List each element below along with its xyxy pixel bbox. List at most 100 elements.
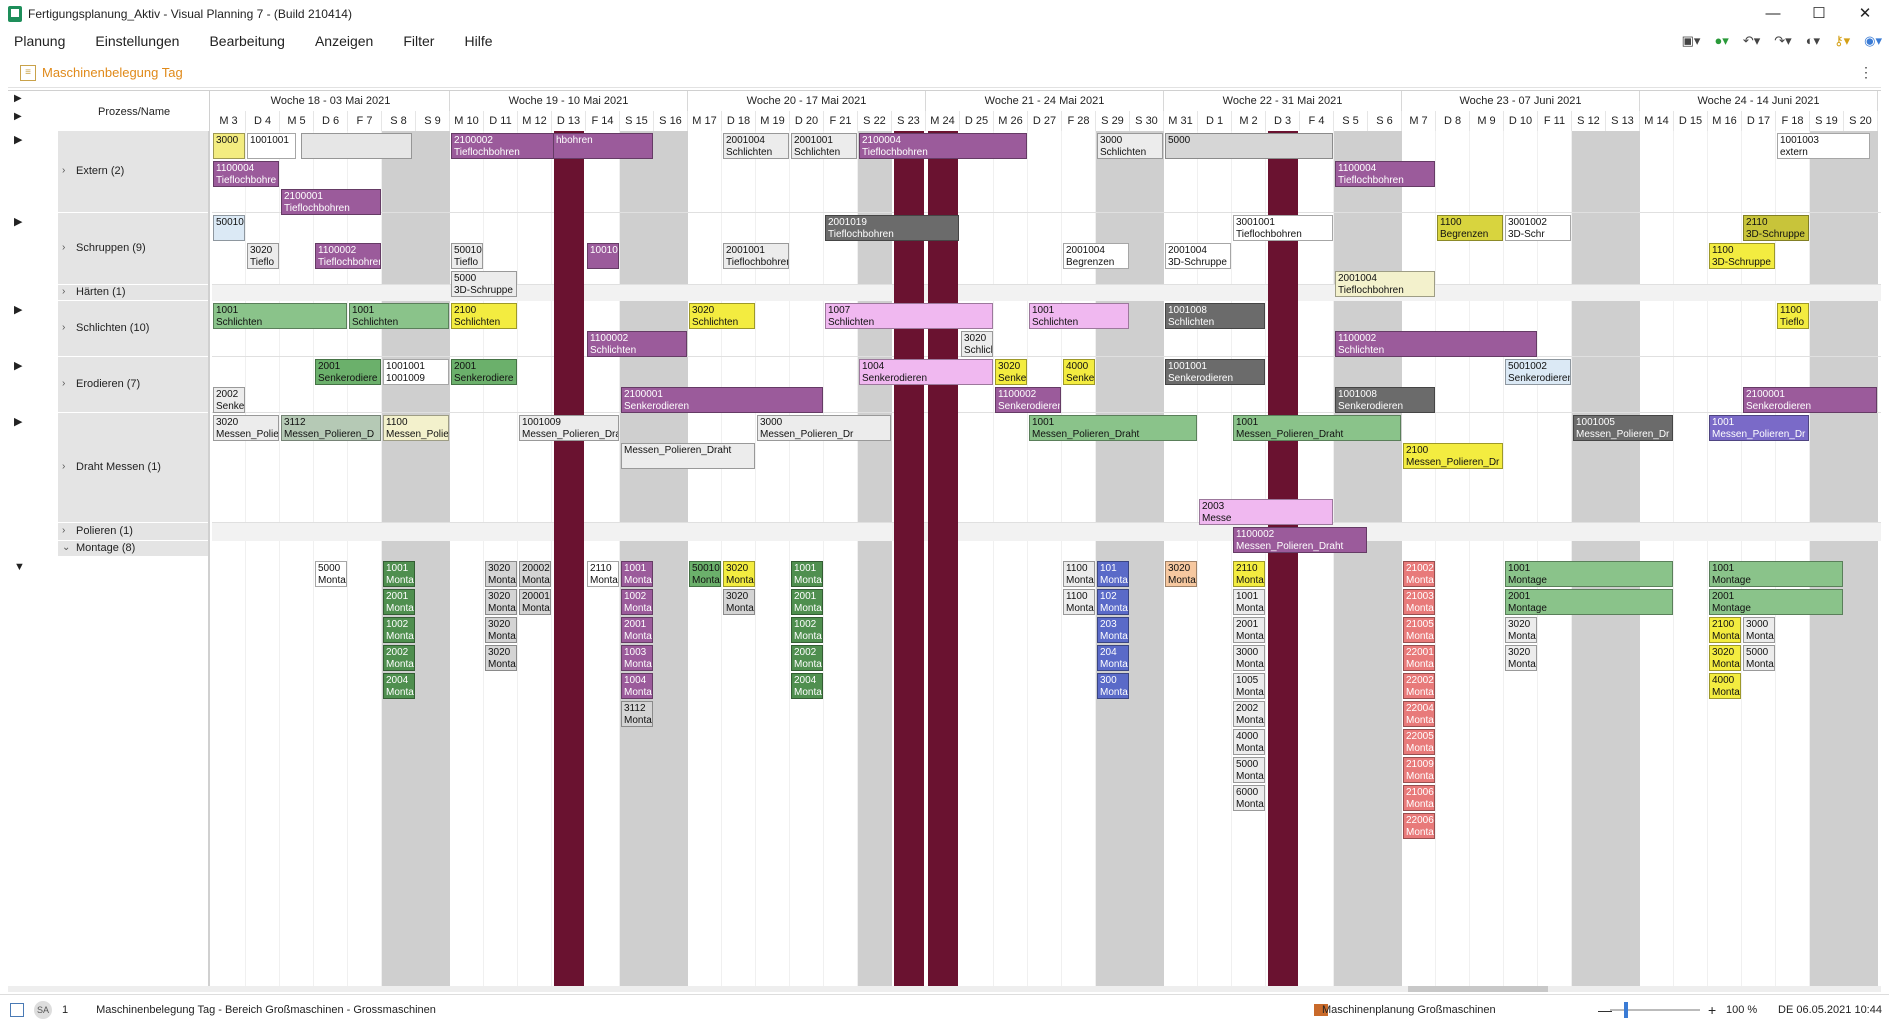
more-options-icon[interactable]: ⋮ bbox=[1859, 64, 1873, 80]
menu-hilfe[interactable]: Hilfe bbox=[464, 33, 493, 49]
order-block[interactable]: 22001 Monta bbox=[1403, 645, 1435, 671]
order-block[interactable]: 1100 Messen_Polier bbox=[383, 415, 449, 441]
order-block[interactable]: 2001004 Tieflochbohren bbox=[1335, 271, 1435, 297]
order-block[interactable]: 3020 Monta bbox=[1505, 617, 1537, 643]
order-block[interactable]: 2002Senkerodieren bbox=[213, 387, 245, 413]
order-block[interactable]: 1001 Montage bbox=[1709, 561, 1843, 587]
order-block[interactable]: 22002 Monta bbox=[1403, 673, 1435, 699]
key-icon[interactable]: ⚷▾ bbox=[1834, 33, 1851, 48]
order-block[interactable]: 50010 Tieflo bbox=[451, 243, 483, 269]
order-block[interactable]: 4000 Monta bbox=[1233, 729, 1265, 755]
order-block[interactable]: 2004 Monta bbox=[383, 673, 415, 699]
order-block[interactable]: 2110 3D-Schruppe bbox=[1743, 215, 1809, 241]
order-block[interactable]: 1001001 bbox=[247, 133, 296, 159]
order-block[interactable]: hbohren bbox=[553, 133, 653, 159]
expand-all-2-icon[interactable]: ▶ bbox=[14, 111, 22, 122]
undo-icon[interactable]: ↶▾ bbox=[1742, 33, 1761, 48]
chevron-right-icon[interactable]: › bbox=[62, 165, 66, 176]
order-block[interactable]: 1003 Monta bbox=[621, 645, 653, 671]
order-block[interactable]: 1001 Monta bbox=[791, 561, 823, 587]
order-block[interactable]: 1001001 1001009 bbox=[383, 359, 449, 385]
order-block[interactable]: 1002 Monta bbox=[621, 589, 653, 615]
row-header[interactable]: ⌄ Montage (8) bbox=[58, 541, 208, 557]
order-block[interactable]: 21006 Monta bbox=[1403, 785, 1435, 811]
order-block[interactable]: 3020 Monta bbox=[485, 617, 517, 643]
order-block[interactable]: 1001 Messen_Polieren_Dr bbox=[1709, 415, 1809, 441]
order-block[interactable]: 3020 Monta bbox=[485, 645, 517, 671]
layout-icon[interactable] bbox=[10, 1003, 24, 1017]
order-block[interactable]: 2100 Monta bbox=[1709, 617, 1741, 643]
order-block[interactable]: 3020 Monta bbox=[723, 561, 755, 587]
order-block[interactable]: 22006 Monta bbox=[1403, 813, 1435, 839]
order-block[interactable]: 1001 Schlichten bbox=[1029, 303, 1129, 329]
order-block[interactable]: 1001 Schlichten bbox=[349, 303, 449, 329]
zoom-slider[interactable] bbox=[1610, 1002, 1700, 1018]
order-block[interactable]: 1100 3D-Schruppe bbox=[1709, 243, 1775, 269]
order-block[interactable]: 50010 Monta bbox=[689, 561, 721, 587]
menu-filter[interactable]: Filter bbox=[403, 33, 435, 49]
menu-anzeigen[interactable]: Anzeigen bbox=[314, 33, 374, 49]
menu-einstellungen[interactable]: Einstellungen bbox=[95, 33, 180, 49]
order-block[interactable]: 1001008 Schlichten bbox=[1165, 303, 1265, 329]
chevron-right-icon[interactable]: › bbox=[62, 525, 66, 536]
order-block[interactable]: 20002 Monta bbox=[519, 561, 551, 587]
order-block[interactable]: 3020 Monta bbox=[485, 561, 517, 587]
order-block[interactable]: 1001005 Messen_Polieren_Dr bbox=[1573, 415, 1673, 441]
order-block[interactable]: 300 Monta bbox=[1097, 673, 1129, 699]
order-block[interactable]: 1001 Monta bbox=[1233, 589, 1265, 615]
order-block[interactable]: 2004 Monta bbox=[791, 673, 823, 699]
order-block[interactable]: 1001 Monta bbox=[383, 561, 415, 587]
row-header[interactable]: › Draht Messen (1) bbox=[58, 413, 208, 523]
order-block[interactable]: 2100 Schlichten bbox=[451, 303, 517, 329]
order-block[interactable]: 1007 Schlichten bbox=[825, 303, 993, 329]
order-block[interactable]: 6000 Monta bbox=[1233, 785, 1265, 811]
order-block[interactable]: 3020 Messen_Polie bbox=[213, 415, 279, 441]
order-block[interactable]: 2100004 Tieflochbohren bbox=[859, 133, 1027, 159]
row-header[interactable]: › Extern (2) bbox=[58, 131, 208, 213]
expand-row-icon[interactable]: ▶ bbox=[14, 304, 23, 316]
order-block[interactable]: 1004 Monta bbox=[621, 673, 653, 699]
order-block[interactable]: 1002 Monta bbox=[791, 617, 823, 643]
order-block[interactable]: 5000 Monta bbox=[315, 561, 347, 587]
chevron-right-icon[interactable]: › bbox=[62, 286, 66, 297]
order-block[interactable]: 1001 Schlichten bbox=[213, 303, 347, 329]
row-header[interactable]: › Schlichten (10) bbox=[58, 301, 208, 357]
order-block[interactable]: 3000 Schlichten bbox=[1097, 133, 1163, 159]
expand-row-icon[interactable]: ▶ bbox=[14, 416, 23, 428]
order-block[interactable]: 5000 bbox=[1165, 133, 1333, 159]
order-block[interactable]: 1100004 Tieflochbohre bbox=[213, 161, 279, 187]
expand-row-icon[interactable]: ▶ bbox=[14, 360, 23, 372]
order-block[interactable]: 2001 Monta bbox=[383, 589, 415, 615]
order-block[interactable]: 3020 Monta bbox=[1505, 645, 1537, 671]
order-block[interactable]: 2001004 Begrenzen bbox=[1063, 243, 1129, 269]
zoom-out-button[interactable]: — bbox=[1598, 1002, 1612, 1018]
order-block[interactable]: 2002 Monta bbox=[383, 645, 415, 671]
order-block[interactable]: 3020 Senke bbox=[995, 359, 1027, 385]
order-block[interactable]: 1001008 Senkerodieren bbox=[1335, 387, 1435, 413]
menu-bearbeitung[interactable]: Bearbeitung bbox=[209, 33, 285, 49]
order-block[interactable]: 22005 Monta bbox=[1403, 729, 1435, 755]
order-block[interactable]: 2001004 3D-Schruppe bbox=[1165, 243, 1231, 269]
order-block[interactable]: 2001 Montage bbox=[1709, 589, 1843, 615]
horizontal-scrollbar[interactable] bbox=[8, 986, 1881, 992]
language-flag-icon[interactable]: ◐▾ bbox=[1805, 33, 1821, 48]
order-block[interactable]: 1001003 extern bbox=[1777, 133, 1871, 159]
order-block[interactable]: 4000 Senke bbox=[1063, 359, 1095, 385]
order-block[interactable]: 4000 Monta bbox=[1709, 673, 1741, 699]
order-block[interactable]: 2003 Messe bbox=[1199, 499, 1333, 525]
order-block[interactable]: 102 Monta bbox=[1097, 589, 1129, 615]
status-online-icon[interactable]: ●▾ bbox=[1714, 33, 1729, 48]
order-block[interactable]: 2001 Monta bbox=[791, 589, 823, 615]
order-block[interactable]: 21005 Monta bbox=[1403, 617, 1435, 643]
order-block[interactable]: Messen_Polieren_Draht bbox=[621, 443, 755, 469]
order-block[interactable]: 1100 Begrenzen bbox=[1437, 215, 1503, 241]
maximize-button[interactable]: ☐ bbox=[1812, 5, 1826, 22]
order-block[interactable]: 3112 Messen_Polieren_D bbox=[281, 415, 381, 441]
close-button[interactable]: ✕ bbox=[1858, 5, 1872, 22]
order-block[interactable]: 3001002 3D-Schr bbox=[1505, 215, 1571, 241]
order-block[interactable]: 1100002 Messen_Polieren_Draht bbox=[1233, 527, 1367, 553]
order-block[interactable]: 3112 Monta bbox=[621, 701, 653, 727]
order-block[interactable]: 1100002 Senkerodieren bbox=[995, 387, 1061, 413]
